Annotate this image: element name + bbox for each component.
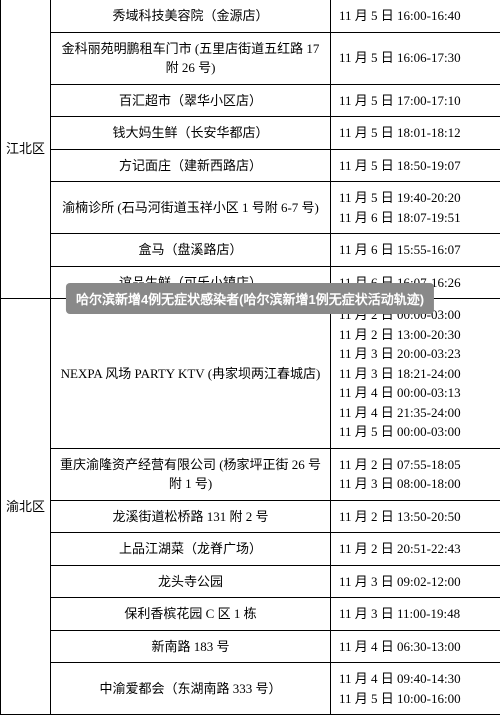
table-row: 百汇超市（翠华小区店） 11 月 5 日 17:00-17:10 bbox=[1, 84, 500, 117]
time-cell: 11 月 5 日 19:40-20:2011 月 6 日 18:07-19:51 bbox=[331, 182, 500, 234]
time-line: 11 月 3 日 18:21-24:00 bbox=[339, 364, 496, 384]
time-line: 11 月 2 日 20:51-22:43 bbox=[339, 539, 496, 559]
region-cell: 江北区 bbox=[1, 0, 51, 299]
table-row: 中渝爱都会（东湖南路 333 号）11 月 4 日 09:40-14:3011 … bbox=[1, 663, 500, 715]
time-line: 11 月 5 日 18:01-18:12 bbox=[339, 123, 496, 143]
time-cell: 11 月 3 日 11:00-19:48 bbox=[331, 598, 500, 631]
overlay-banner: 哈尔滨新增4例无症状感染者(哈尔滨新增1例无症状活动轨迹) bbox=[66, 283, 434, 314]
time-cell: 11 月 3 日 09:02-12:00 bbox=[331, 565, 500, 598]
table-row: 方记面庄（建新西路店） 11 月 5 日 18:50-19:07 bbox=[1, 149, 500, 182]
time-line: 11 月 4 日 00:00-03:13 bbox=[339, 383, 496, 403]
table-row: 渝楠诊所 (石马河街道玉祥小区 1 号附 6-7 号)11 月 5 日 19:4… bbox=[1, 182, 500, 234]
time-cell: 11 月 5 日 18:01-18:12 bbox=[331, 117, 500, 150]
time-line: 11 月 2 日 13:50-20:50 bbox=[339, 507, 496, 527]
place-cell: 钱大妈生鲜（长安华都店） bbox=[51, 117, 331, 150]
time-line: 11 月 4 日 09:40-14:30 bbox=[339, 669, 496, 689]
place-cell: 中渝爱都会（东湖南路 333 号） bbox=[51, 663, 331, 715]
time-line: 11 月 5 日 16:06-17:30 bbox=[339, 48, 496, 68]
time-line: 11 月 5 日 16:00-16:40 bbox=[339, 6, 496, 26]
place-cell: 龙头寺公园 bbox=[51, 565, 331, 598]
place-cell: NEXPA 风场 PARTY KTV (冉家坝两江春城店) bbox=[51, 299, 331, 449]
time-cell: 11 月 4 日 09:40-14:3011 月 5 日 10:00-16:00 bbox=[331, 663, 500, 715]
place-cell: 渝楠诊所 (石马河街道玉祥小区 1 号附 6-7 号) bbox=[51, 182, 331, 234]
place-cell: 金科丽苑明鹏租车门市 (五里店街道五红路 17 附 26 号) bbox=[51, 32, 331, 84]
time-line: 11 月 4 日 06:30-13:00 bbox=[339, 637, 496, 657]
place-cell: 盒马（盘溪路店） bbox=[51, 234, 331, 267]
time-cell: 11 月 6 日 15:55-16:07 bbox=[331, 234, 500, 267]
time-cell: 11 月 5 日 18:50-19:07 bbox=[331, 149, 500, 182]
table-row: 龙溪街道松桥路 131 附 2 号 11 月 2 日 13:50-20:50 bbox=[1, 500, 500, 533]
time-line: 11 月 6 日 15:55-16:07 bbox=[339, 240, 496, 260]
table-row: 金科丽苑明鹏租车门市 (五里店街道五红路 17 附 26 号) 11 月 5 日 … bbox=[1, 32, 500, 84]
time-cell: 11 月 2 日 00:00-03:0011 月 2 日 13:00-20:30… bbox=[331, 299, 500, 449]
time-cell: 11 月 5 日 17:00-17:10 bbox=[331, 84, 500, 117]
time-cell: 11 月 5 日 16:00-16:40 bbox=[331, 0, 500, 32]
table-row: 盒马（盘溪路店） 11 月 6 日 15:55-16:07 bbox=[1, 234, 500, 267]
place-cell: 重庆渝隆资产经营有限公司 (杨家坪正街 26 号附 1 号) bbox=[51, 448, 331, 500]
time-line: 11 月 5 日 10:00-16:00 bbox=[339, 689, 496, 709]
time-cell: 11 月 2 日 07:55-18:0511 月 3 日 08:00-18:00 bbox=[331, 448, 500, 500]
time-cell: 11 月 2 日 13:50-20:50 bbox=[331, 500, 500, 533]
place-cell: 方记面庄（建新西路店） bbox=[51, 149, 331, 182]
time-line: 11 月 4 日 21:35-24:00 bbox=[339, 403, 496, 423]
time-line: 11 月 3 日 08:00-18:00 bbox=[339, 474, 496, 494]
place-cell: 秀域科技美容院（金源店） bbox=[51, 0, 331, 32]
time-line: 11 月 3 日 09:02-12:00 bbox=[339, 572, 496, 592]
time-line: 11 月 6 日 18:07-19:51 bbox=[339, 208, 496, 228]
region-cell: 渝北区 bbox=[1, 299, 51, 715]
place-cell: 保利香槟花园 C 区 1 栋 bbox=[51, 598, 331, 631]
time-line: 11 月 3 日 20:00-03:23 bbox=[339, 344, 496, 364]
table-row: 保利香槟花园 C 区 1 栋 11 月 3 日 11:00-19:48 bbox=[1, 598, 500, 631]
time-cell: 11 月 5 日 16:06-17:30 bbox=[331, 32, 500, 84]
table-row: 新南路 183 号 11 月 4 日 06:30-13:00 bbox=[1, 630, 500, 663]
trajectory-table: 江北区秀域科技美容院（金源店） 11 月 5 日 16:00-16:40 金科丽苑明… bbox=[0, 0, 500, 715]
time-line: 11 月 5 日 00:00-03:00 bbox=[339, 422, 496, 442]
time-line: 11 月 2 日 13:00-20:30 bbox=[339, 325, 496, 345]
table-row: 江北区秀域科技美容院（金源店）11 月 5 日 16:00-16:40 bbox=[1, 0, 500, 32]
place-cell: 新南路 183 号 bbox=[51, 630, 331, 663]
time-line: 11 月 2 日 07:55-18:05 bbox=[339, 455, 496, 475]
time-line: 11 月 5 日 18:50-19:07 bbox=[339, 156, 496, 176]
table-row: 渝北区NEXPA 风场 PARTY KTV (冉家坝两江春城店)11 月 2 日… bbox=[1, 299, 500, 449]
time-line: 11 月 5 日 19:40-20:20 bbox=[339, 188, 496, 208]
table-row: 钱大妈生鲜（长安华都店） 11 月 5 日 18:01-18:12 bbox=[1, 117, 500, 150]
time-cell: 11 月 4 日 06:30-13:00 bbox=[331, 630, 500, 663]
time-cell: 11 月 2 日 20:51-22:43 bbox=[331, 533, 500, 566]
table-row: 上品江湖菜（龙脊广场） 11 月 2 日 20:51-22:43 bbox=[1, 533, 500, 566]
place-cell: 百汇超市（翠华小区店） bbox=[51, 84, 331, 117]
time-line: 11 月 5 日 17:00-17:10 bbox=[339, 91, 496, 111]
place-cell: 龙溪街道松桥路 131 附 2 号 bbox=[51, 500, 331, 533]
place-cell: 上品江湖菜（龙脊广场） bbox=[51, 533, 331, 566]
time-line: 11 月 3 日 11:00-19:48 bbox=[339, 604, 496, 624]
table-row: 龙头寺公园 11 月 3 日 09:02-12:00 bbox=[1, 565, 500, 598]
table-row: 重庆渝隆资产经营有限公司 (杨家坪正街 26 号附 1 号)11 月 2 日 0… bbox=[1, 448, 500, 500]
